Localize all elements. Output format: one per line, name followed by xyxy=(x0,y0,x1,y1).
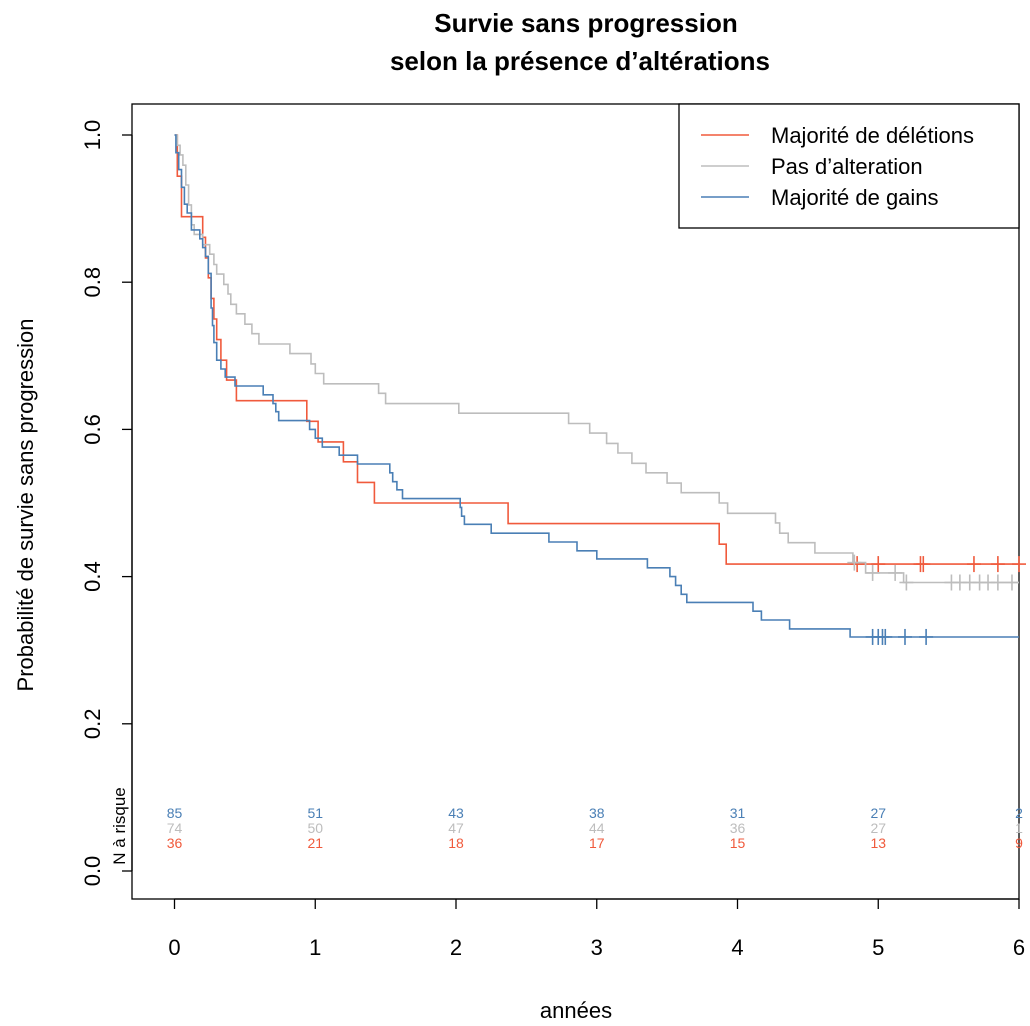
km-curve-series-2 xyxy=(174,134,1019,638)
km-curve-series-1 xyxy=(174,134,1019,584)
km-curve-series-0 xyxy=(174,134,1019,565)
legend: Majorité de délétions Pas d’alteration M… xyxy=(678,103,1020,229)
at-risk-count: 85 xyxy=(167,805,183,821)
at-risk-count: 13 xyxy=(870,835,886,851)
at-risk-count: 38 xyxy=(589,805,605,821)
at-risk-title: N à risque xyxy=(110,787,129,864)
x-tick-label: 5 xyxy=(872,935,884,960)
x-tick-label: 4 xyxy=(731,935,743,960)
x-tick-label: 2 xyxy=(450,935,462,960)
at-risk-count: 9 xyxy=(1015,835,1023,851)
at-risk-count: 27 xyxy=(870,805,886,821)
at-risk-count: 44 xyxy=(589,820,605,836)
at-risk-count: 74 xyxy=(167,820,183,836)
series-layer xyxy=(174,134,1026,645)
y-tick-label: 0.4 xyxy=(80,561,105,592)
at-risk-count: 15 xyxy=(730,835,746,851)
y-tick-label: 0.6 xyxy=(80,414,105,445)
at-risk-table: N à risque 85 51 43 38 31 27 2 74 50 47 44 36 27 1 36 21… xyxy=(110,787,1023,864)
x-tick-label: 1 xyxy=(309,935,321,960)
y-axis-label: Probabilité de survie sans progression xyxy=(13,319,38,692)
x-axis: 0 1 2 3 4 5 6 xyxy=(168,898,1025,960)
at-risk-count: 43 xyxy=(448,805,464,821)
y-tick-label: 0.0 xyxy=(80,856,105,887)
legend-label-no-alteration: Pas d’alteration xyxy=(771,154,923,179)
at-risk-count: 1 xyxy=(1015,820,1023,836)
at-risk-count: 17 xyxy=(589,835,605,851)
at-risk-count: 36 xyxy=(167,835,183,851)
y-tick-label: 1.0 xyxy=(80,120,105,151)
y-tick-label: 0.8 xyxy=(80,267,105,298)
chart-title-line-2: selon la présence d’altérations xyxy=(390,46,770,76)
chart-title-line-1: Survie sans progression xyxy=(434,8,737,38)
at-risk-count: 51 xyxy=(307,805,323,821)
at-risk-count: 47 xyxy=(448,820,464,836)
at-risk-count: 18 xyxy=(448,835,464,851)
x-tick-label: 3 xyxy=(591,935,603,960)
legend-label-deletions: Majorité de délétions xyxy=(771,123,974,148)
y-tick-label: 0.2 xyxy=(80,709,105,740)
x-tick-label: 0 xyxy=(168,935,180,960)
at-risk-count: 31 xyxy=(730,805,746,821)
at-risk-count: 2 xyxy=(1015,805,1023,821)
at-risk-count: 21 xyxy=(307,835,323,851)
at-risk-count: 50 xyxy=(307,820,323,836)
legend-label-gains: Majorité de gains xyxy=(771,185,939,210)
at-risk-count: 36 xyxy=(730,820,746,836)
at-risk-count: 27 xyxy=(870,820,886,836)
x-axis-label: années xyxy=(540,998,612,1021)
x-tick-label: 6 xyxy=(1013,935,1025,960)
y-axis: 0.0 0.2 0.4 0.6 0.8 1.0 xyxy=(80,120,133,887)
